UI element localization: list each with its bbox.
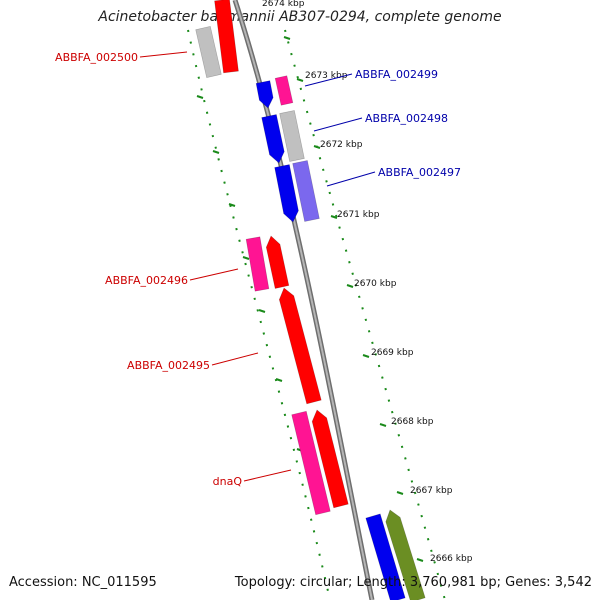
gene-abbfa-002496-pink: [245, 236, 270, 292]
outer-tick-mark: [346, 284, 354, 288]
kbp-tick-label: 2671 kbp: [337, 210, 380, 220]
kbp-tick-label: 2669 kbp: [371, 348, 414, 358]
outer-tick-mark: [362, 354, 370, 358]
gene-label: ABBFA_002498: [365, 112, 448, 125]
gene-leader-line: [304, 73, 353, 87]
kbp-tick-label: 2674 kbp: [262, 0, 305, 9]
kbp-tick-label: 2673 kbp: [305, 71, 348, 81]
gene-grey-top: [195, 25, 222, 79]
backbone-line: [232, 0, 375, 600]
gene-label: ABBFA_002500: [55, 51, 138, 64]
gene-leader-line: [211, 352, 259, 366]
gene-label: dnaQ: [213, 475, 243, 488]
inner-tick-mark: [258, 309, 266, 313]
gene-label: ABBFA_002496: [105, 274, 188, 287]
gene-red-top: [214, 0, 239, 74]
outer-tick-mark: [379, 423, 387, 427]
gene-label: ABBFA_002495: [127, 359, 210, 372]
outer-tick-mark: [330, 215, 338, 219]
gene-dnaq-red: [311, 409, 349, 509]
outer-tick-mark: [396, 491, 404, 495]
accession-text: Accession: NC_011595: [9, 575, 157, 590]
outer-tick-mark: [283, 36, 291, 40]
kbp-tick-label: 2668 kbp: [391, 417, 434, 427]
kbp-tick-label: 2672 kbp: [320, 140, 363, 150]
inner-tick-mark: [242, 256, 250, 260]
outer-tick-mark: [296, 78, 304, 82]
gene-abbfa-002497-purple: [292, 160, 320, 222]
topology-text: Topology: circular; Length: 3,760,981 bp…: [234, 575, 592, 590]
inner-tick-mark: [228, 203, 236, 207]
gene-abbfa-002499-blue: [255, 80, 274, 109]
outer-dotted-track: [284, 29, 446, 600]
gene-leader-line: [189, 268, 239, 281]
gene-leader-line: [139, 51, 188, 58]
gene-abbfa-002495: [278, 287, 322, 405]
gene-abbfa-002496-red: [265, 235, 290, 289]
gene-olive-bottom: [385, 509, 426, 600]
gene-abbfa-002498-blue: [261, 114, 285, 164]
genome-title: Acinetobacter baumannii AB307-0294, comp…: [98, 9, 502, 25]
gene-label: ABBFA_002497: [378, 166, 461, 179]
gene-leader-line: [313, 117, 363, 132]
gene-abbfa-002497-blue: [274, 164, 299, 223]
inner-tick-mark: [275, 378, 283, 382]
gene-abbfa-002499-pink: [274, 75, 294, 106]
inner-tick-mark: [196, 95, 204, 99]
gene-dnaq-pink: [291, 410, 331, 516]
kbp-tick-label: 2667 kbp: [410, 486, 453, 496]
outer-tick-mark: [416, 558, 424, 562]
gene-blue-bottom: [365, 513, 406, 600]
kbp-tick-label: 2666 kbp: [430, 554, 473, 564]
gene-leader-line: [243, 469, 292, 482]
inner-tick-mark: [212, 150, 220, 154]
inner-dotted-track: [187, 29, 331, 600]
gene-leader-line: [326, 171, 376, 187]
backbone-highlight: [234, 0, 373, 600]
outer-tick-mark: [313, 145, 321, 149]
gene-label: ABBFA_002499: [355, 68, 438, 81]
kbp-tick-label: 2670 kbp: [354, 279, 397, 289]
gene-abbfa-002498-grey: [279, 110, 305, 162]
